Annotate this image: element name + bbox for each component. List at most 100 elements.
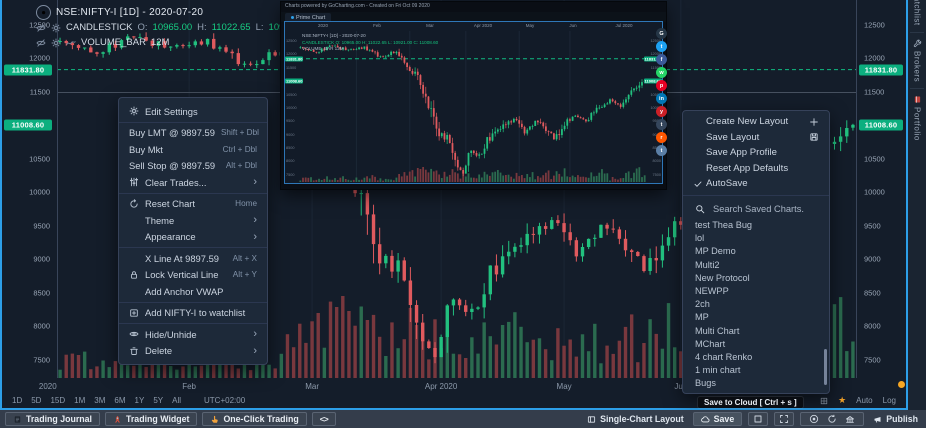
menu-item-sell-stop-9897-59[interactable]: Sell Stop @ 9897.59 Alt + Dbl	[119, 158, 267, 175]
popup-price-tick: 10000	[286, 105, 297, 110]
volume-indicator-name: VOLUME_BAR	[81, 37, 146, 48]
menu-item-add-anchor-vwap[interactable]: Add Anchor VWAP	[119, 283, 267, 300]
scrollbar-thumb[interactable]	[824, 348, 827, 385]
menu-item-label: Save Layout	[706, 131, 760, 143]
share-tumblr-icon[interactable]: t	[656, 119, 667, 130]
menu-item-appearance[interactable]: Appearance ›	[119, 229, 267, 246]
timeframe-1m[interactable]: 1M	[74, 396, 86, 405]
menu-item-reset-chart[interactable]: Reset Chart Home	[119, 196, 267, 213]
trading-journal-button[interactable]: Trading Journal	[5, 412, 100, 426]
saved-chart-mchart[interactable]: MChart	[695, 338, 726, 349]
sidebar-tab-label: Watchlist	[912, 0, 922, 26]
portfolio-icon	[913, 95, 922, 104]
timeframe-15d[interactable]: 15D	[50, 396, 66, 405]
shared-chart-popup: Charts powered by GoCharting.com - Creat…	[281, 2, 666, 189]
saved-chart-mp-demo[interactable]: MP Demo	[695, 246, 736, 257]
menu-item-buy-lmt-9897-59[interactable]: Buy LMT @ 9897.59 Shift + Dbl	[119, 125, 267, 142]
saved-chart-new-protocol[interactable]: New Protocol	[695, 272, 750, 283]
square-icon	[753, 414, 763, 424]
menu-item-theme[interactable]: Theme ›	[119, 212, 267, 229]
eye-off-icon	[36, 23, 46, 33]
saved-chart-test-thea-bug[interactable]: test Thea Bug	[695, 220, 753, 231]
saved-chart-lol[interactable]: lol	[695, 233, 705, 244]
timezone-label[interactable]: UTC+02:00	[204, 396, 246, 405]
auto-scale-toggle[interactable]: Auto	[856, 396, 873, 405]
menu-item-label: Add NIFTY-I to watchlist	[145, 307, 246, 319]
star-icon[interactable]: ★	[838, 395, 847, 405]
date-axis[interactable]: 2020 Feb Mar Apr 2020 May Jun	[2, 380, 906, 393]
timeframe-5d[interactable]: 5D	[31, 396, 42, 405]
expand-button[interactable]	[774, 412, 795, 426]
screenshot-icon[interactable]	[809, 414, 819, 424]
timeframe-1y[interactable]: 1Y	[134, 396, 145, 405]
zoom-in-icon[interactable]	[36, 5, 51, 20]
popup-price-tick: 12500	[650, 38, 661, 43]
popup-date-tick: Jul 2020	[615, 23, 633, 28]
share-telegram-icon[interactable]: t	[656, 145, 667, 156]
square-button[interactable]	[748, 412, 769, 426]
grid-icon[interactable]	[820, 397, 828, 405]
popup-price-tag: 11008.60	[643, 78, 662, 84]
menu-item-hide-unhide[interactable]: Hide/Unhide ›	[119, 326, 267, 343]
one-click-trading-button[interactable]: One-Click Trading	[202, 412, 307, 426]
popup-price-tick: 10500	[650, 92, 661, 97]
timeframe-all[interactable]: All	[172, 396, 182, 405]
popup-tab[interactable]: Prime Chart	[285, 13, 332, 22]
menu-item-clear-trades[interactable]: Clear Trades... ›	[119, 174, 267, 191]
price-tick: 10500	[864, 154, 885, 164]
menu-item-reset-app-defaults[interactable]: Reset App Defaults	[683, 161, 829, 177]
publish-button[interactable]: Publish	[870, 414, 921, 424]
menu-item-add-nifty-i-to-watchlist[interactable]: Add NIFTY-I to watchlist	[119, 305, 267, 322]
share-linkedin-icon[interactable]: in	[656, 93, 667, 104]
save-button[interactable]: Save	[692, 412, 743, 426]
price-axis-right[interactable]: 12500 12000 11500 10500 10000 9500 9000 8500 800…	[856, 0, 907, 378]
price-axis-left[interactable]: 12500 12000 11500 10500 10000 9500 9000 8500 800…	[2, 0, 58, 378]
share-facebook-icon[interactable]: f	[656, 54, 667, 65]
code-button[interactable]: <>	[311, 412, 336, 426]
price-tick: 9500	[864, 221, 881, 231]
saved-chart-mp[interactable]: MP	[695, 312, 709, 323]
price-tick: 12500	[29, 20, 50, 30]
timeframe-1d[interactable]: 1D	[12, 396, 23, 405]
sync-icon[interactable]	[827, 414, 837, 424]
sidebar-tab-portfolio[interactable]: Portfolio	[908, 89, 926, 147]
menu-item-autosave[interactable]: AutoSave	[683, 176, 829, 192]
menu-item-x-line-at-9897-59[interactable]: X Line At 9897.59 Alt + X	[119, 250, 267, 267]
timeframe-6m[interactable]: 6M	[114, 396, 126, 405]
saved-chart-multi-chart[interactable]: Multi Chart	[695, 325, 740, 336]
timeframe-5y[interactable]: 5Y	[153, 396, 164, 405]
wave-icon	[66, 38, 76, 48]
sidebar-divider	[910, 31, 924, 33]
sidebar-tab-brokers[interactable]: Brokers	[908, 33, 926, 88]
menu-item-edit-settings[interactable]: Edit Settings	[119, 103, 267, 120]
share-whatsapp-icon[interactable]: w	[656, 67, 667, 78]
price-tag: 11008.60	[859, 119, 903, 131]
saved-chart-1-min-chart[interactable]: 1 min chart	[695, 365, 741, 376]
saved-chart-4-chart-renko[interactable]: 4 chart Renko	[695, 351, 753, 362]
menu-item-lock-vertical-line[interactable]: Lock Vertical Line Alt + Y	[119, 267, 267, 284]
exchange-icon[interactable]	[845, 414, 855, 424]
menu-item-create-new-layout[interactable]: Create New Layout	[683, 114, 829, 130]
menu-item-save-layout[interactable]: Save Layout	[683, 130, 829, 146]
log-scale-toggle[interactable]: Log	[882, 396, 896, 405]
trading-widget-button[interactable]: Trading Widget	[105, 412, 198, 426]
menu-item-save-app-profile[interactable]: Save App Profile	[683, 145, 829, 161]
timeframe-3m[interactable]: 3M	[94, 396, 106, 405]
saved-chart-multi2[interactable]: Multi2	[695, 259, 720, 270]
saved-chart-newpp[interactable]: NEWPP	[695, 286, 729, 297]
saved-chart-2ch[interactable]: 2ch	[695, 299, 710, 310]
saved-charts-search[interactable]: Search Saved Charts.	[683, 199, 829, 219]
sidebar-tab-watchlist[interactable]: Watchlist	[908, 0, 926, 32]
share-pinterest-icon[interactable]: p	[656, 80, 667, 91]
chevron-right-icon: ›	[253, 176, 257, 189]
price-tick: 8000	[864, 321, 881, 331]
saved-chart-bugs[interactable]: Bugs	[695, 378, 716, 389]
single-chart-layout-button[interactable]: Single-Chart Layout	[584, 414, 687, 424]
menu-item-delete[interactable]: Delete ›	[119, 343, 267, 360]
share-gocharting-icon[interactable]: G	[656, 28, 667, 39]
share-twitter-icon[interactable]: t	[656, 41, 667, 52]
menu-item-buy-mkt[interactable]: Buy Mkt Ctrl + Dbl	[119, 141, 267, 158]
symbol-title: NSE:NIFTY-I [1D] - 2020-07-20	[56, 7, 204, 18]
share-reddit-icon[interactable]: r	[656, 132, 667, 143]
share-youtube-icon[interactable]: y	[656, 106, 667, 117]
